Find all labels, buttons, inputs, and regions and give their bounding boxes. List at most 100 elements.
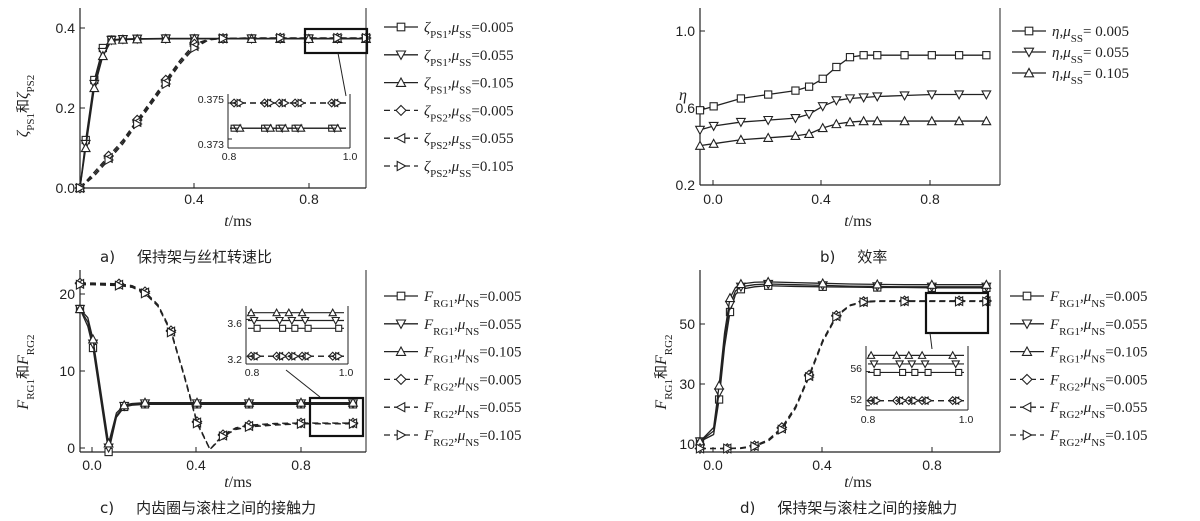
panel-c-inset-line-1-marker-1	[275, 316, 285, 326]
panel-a-series-5-point-0	[75, 182, 86, 194]
panel-d-inset-line-2-marker-0	[873, 368, 881, 377]
panel-b-series-0-point-10	[873, 51, 882, 60]
panel-d-legend-3-label: FRG2,μNS=0.005	[1049, 372, 1148, 393]
panel-c-inset-line-0-marker-4	[328, 307, 338, 317]
panel-a-inset-line-2-marker-1	[267, 98, 276, 108]
panel-a-inset-ytick-label-0: 0.373	[198, 139, 224, 151]
panel-b-series-2-point-9	[858, 115, 869, 126]
panel-c-legend-0-label: FRG1,μNS=0.005	[423, 289, 522, 310]
panel-a-legend-1-label: ζPS1,μSS=0.055	[424, 48, 514, 69]
panel-d-series-5-point-12	[859, 296, 870, 308]
panel-a-inset-line-2-marker-3	[297, 98, 306, 108]
panel-c-xtick-label-2: 0.8	[291, 457, 311, 473]
panel-d-ytick-label-1: 30	[679, 376, 695, 392]
panel-b-series-2-point-4	[790, 130, 801, 140]
panel-c-series-2-point-12	[243, 397, 255, 407]
panel-c-inset-line-0-marker-3	[297, 307, 307, 317]
panel-a-series-2-line	[79, 38, 366, 189]
panel-a-series-0-line	[79, 37, 366, 189]
panel-b-series-0-point-13	[954, 51, 964, 60]
panel-c-series-2-point-10	[191, 397, 203, 407]
panel-a-series-5-point-4	[133, 118, 143, 130]
panel-a-inset-line-2-marker-0	[236, 98, 245, 108]
panel-d-series-2-point-12	[872, 278, 883, 289]
panel-c-inset-xtick-label-0: 0.8	[245, 367, 260, 379]
panel-c-series-2-point-16	[347, 397, 359, 407]
panel-c-inset-line-5-marker-2	[291, 351, 300, 361]
panel-d-inset-line-0-marker-4	[948, 350, 958, 359]
panel-d-xtick-label-1: 0.4	[812, 457, 832, 473]
panel-d-inset-line-1-marker-3	[920, 360, 930, 369]
panel-d-legend-2-marker	[1021, 345, 1033, 356]
panel-c-inset: 0.8 1.0 3.6 3.2	[227, 306, 353, 379]
panel-c-series-5-point-12	[244, 421, 255, 433]
panel-d-ytick-label-2: 50	[679, 316, 695, 332]
panel-b-series-1-point-8	[844, 94, 856, 104]
panel-d-series-2-point-14	[926, 279, 938, 289]
panel-b-series-0-point-7	[832, 62, 841, 72]
panel-c-inset-line-5-marker-4	[335, 351, 344, 361]
panel-b-series-0-point-6	[818, 74, 827, 83]
panel-b-axes: 0.0 0.4 0.8 0.2 0.6 1.0	[676, 8, 1001, 207]
panel-b-ytick-label-0: 0.2	[676, 177, 696, 193]
panel-a-ytick-label-0: 0.0	[56, 180, 76, 196]
panel-a-series-5-point-10	[218, 33, 229, 44]
panel-a-legend-5-label: ζPS2,μSS=0.105	[424, 159, 514, 180]
panel-d-inset-line-2-marker-3	[924, 368, 932, 377]
panel-c-legend-4-marker	[395, 401, 406, 413]
panel-a-inset: 0.8 1.0 0.373 0.375	[198, 94, 357, 163]
panel-c-inset-plot	[246, 307, 344, 365]
panel-d-series-2-point-2	[713, 380, 725, 390]
panel-a-series-4-line	[79, 37, 366, 189]
panel-d-legend-2-label: FRG1,μNS=0.105	[1049, 345, 1148, 366]
panel-d-inset-line-2-marker-4	[955, 368, 963, 377]
panel-b-series-0-point-9	[859, 51, 868, 60]
panel-a-legend-3-label: ζPS2,μSS=0.005	[424, 103, 514, 124]
panel-d-series-5-point-10	[832, 311, 842, 323]
panel-d-inset-line-5-marker-1	[899, 396, 908, 406]
panel-c-series-2-point-8	[139, 397, 151, 407]
panel-c-ylabel: FRG1和FRG2	[15, 334, 37, 410]
panel-b-series-1-point-3	[762, 115, 774, 126]
panel-d-inset-line-1-marker-4	[951, 360, 961, 369]
panel-d-inset-line-2-marker-2	[911, 368, 919, 377]
panel-d-series-2-point-6	[735, 278, 747, 289]
panel-b-legend-2-marker	[1023, 67, 1035, 78]
panel-d-series-2-point-10	[817, 277, 828, 288]
panel-c-inset-line-0-marker-2	[284, 307, 294, 317]
panel-c-legend-5-marker	[396, 429, 407, 441]
panel-c-inset-line-2-marker-3	[304, 324, 312, 332]
panel-d-series-5-point-8	[804, 371, 815, 383]
panel-a-series-5-point-6	[161, 78, 172, 90]
panel-d-series-4-line	[700, 300, 987, 450]
panel-a-inset-line-5-marker-3	[296, 123, 306, 132]
panel-d-inset-line-0-marker-1	[892, 350, 902, 359]
panel-c-plot	[74, 277, 359, 457]
panel-b-series-2-point-11	[899, 115, 910, 126]
panel-c-series-2-point-14	[295, 397, 307, 407]
panel-d-series-5-point-0	[695, 443, 706, 454]
panel-a-legend-3-marker	[395, 104, 407, 117]
panel-a-ytick-label-2: 0.4	[56, 20, 76, 36]
panel-a-legend: ζPS1,μSS=0.005 ζPS1,μSS=0.055 ζPS1,μSS=0.1…	[384, 20, 514, 180]
panel-a-inset-line-5-marker-0	[235, 123, 245, 132]
panel-a-inset-xtick-label-0: 0.8	[222, 151, 237, 163]
panel-a-series-2-point-3	[97, 50, 109, 61]
panel-a-xtick-label-1: 0.8	[299, 191, 319, 207]
panel-c-inset-line-5-marker-0	[253, 351, 262, 361]
panel-d-series-5-point-16	[954, 296, 965, 307]
panel-b-series-2-point-13	[953, 115, 965, 126]
panel-b-series-1-point-7	[831, 96, 842, 106]
panel-b-series-2-point-8	[844, 116, 856, 127]
panel-a-series-5-point-2	[104, 154, 115, 166]
panel-c-series-2-point-2	[87, 333, 99, 344]
panel-c-series-2-line	[79, 308, 353, 444]
panel-d-inset-line-5-marker-2	[911, 396, 920, 406]
panel-c-legend-2-label: FRG1,μNS=0.105	[423, 345, 522, 366]
panel-b-series-0-point-3	[764, 90, 773, 99]
panel-b-series-2-point-10	[872, 115, 883, 126]
panel-b-xtick-label-0: 0.0	[703, 191, 723, 207]
panel-d-inset-line-5-marker-4	[955, 396, 964, 406]
panel-b-xtick-label-2: 0.8	[920, 191, 940, 207]
